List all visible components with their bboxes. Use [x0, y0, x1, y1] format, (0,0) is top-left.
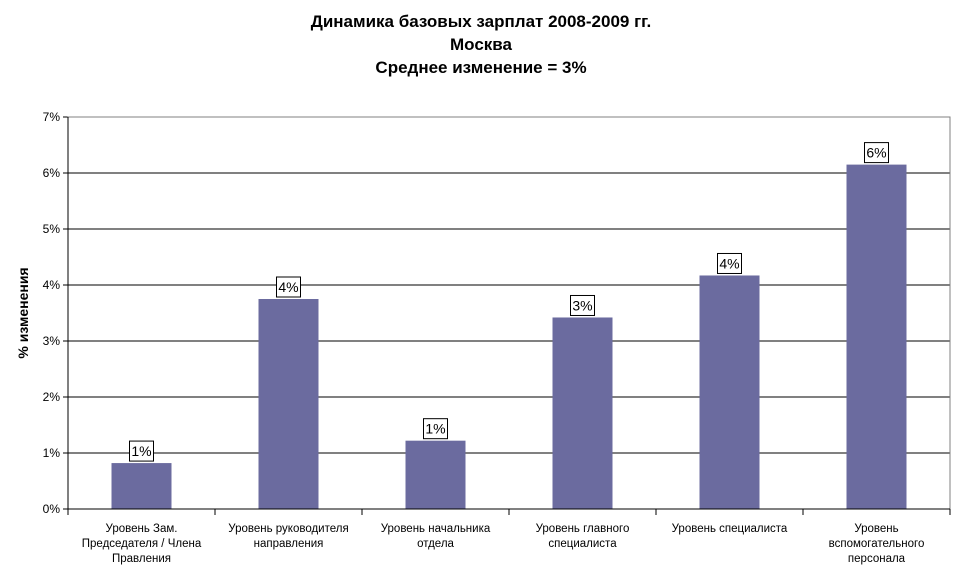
x-tick-label: Председателя / Члена	[82, 538, 202, 550]
x-tick-label: Уровень руководителя	[228, 523, 348, 535]
x-tick-label: персонала	[848, 553, 906, 565]
x-tick-label: Уровень главного	[536, 523, 630, 535]
data-label-box	[717, 252, 742, 274]
data-label-box	[423, 418, 448, 440]
x-tick-label: вспомогательного	[829, 538, 925, 550]
x-tick-label: Уровень Зам.	[106, 523, 178, 535]
x-tick-label: отдела	[417, 538, 454, 550]
y-tick-label: 6%	[43, 166, 61, 180]
data-label: 6%	[866, 145, 886, 161]
y-tick-label: 5%	[43, 222, 61, 236]
y-tick-label: 3%	[43, 334, 61, 348]
x-tick-label: Уровень	[854, 523, 898, 535]
data-labels: 1% 4% 1% 3% 4% 6%	[129, 142, 889, 462]
data-label-box	[129, 440, 154, 462]
chart-title-line-2: Москва	[450, 35, 512, 54]
y-tick-label: 1%	[43, 446, 61, 460]
data-label: 1%	[131, 443, 151, 459]
bar	[405, 440, 466, 509]
y-axis-label: % изменения	[15, 267, 31, 358]
chart-title-line-1: Динамика базовых зарплат 2008-2009 гг.	[310, 12, 652, 31]
data-label: 1%	[425, 421, 445, 437]
plot-area	[67, 116, 951, 510]
data-label-box	[276, 276, 301, 298]
bar	[699, 275, 760, 509]
bar	[111, 463, 172, 509]
x-tick-label: Правления	[112, 553, 171, 565]
data-label-box	[570, 294, 595, 316]
gridlines	[68, 116, 950, 454]
y-tick-label: 7%	[43, 110, 61, 124]
data-label: 4%	[278, 279, 298, 295]
data-label: 4%	[719, 255, 739, 271]
x-tick-label: специалиста	[548, 538, 617, 550]
chart-title: Динамика базовых зарплат 2008-2009 гг. М…	[0, 10, 962, 79]
y-tick-label: 0%	[43, 502, 61, 516]
bar	[846, 164, 907, 509]
chart-title-line-3: Среднее изменение = 3%	[375, 58, 587, 77]
bar	[552, 317, 613, 509]
data-label: 3%	[572, 297, 592, 313]
x-tick-label: Уровень начальника	[381, 523, 491, 535]
y-tick-label: 4%	[43, 278, 61, 292]
axes: 0% 1% 2% 3% 4% 5% 6% 7% Уровень Зам. Председателя…	[43, 110, 951, 565]
data-label-box	[864, 142, 889, 164]
y-tick-label: 2%	[43, 390, 61, 404]
x-tick-label: направления	[254, 538, 324, 550]
x-tick-label: Уровень специалиста	[672, 523, 788, 535]
bar	[258, 299, 319, 509]
bars	[111, 164, 907, 509]
